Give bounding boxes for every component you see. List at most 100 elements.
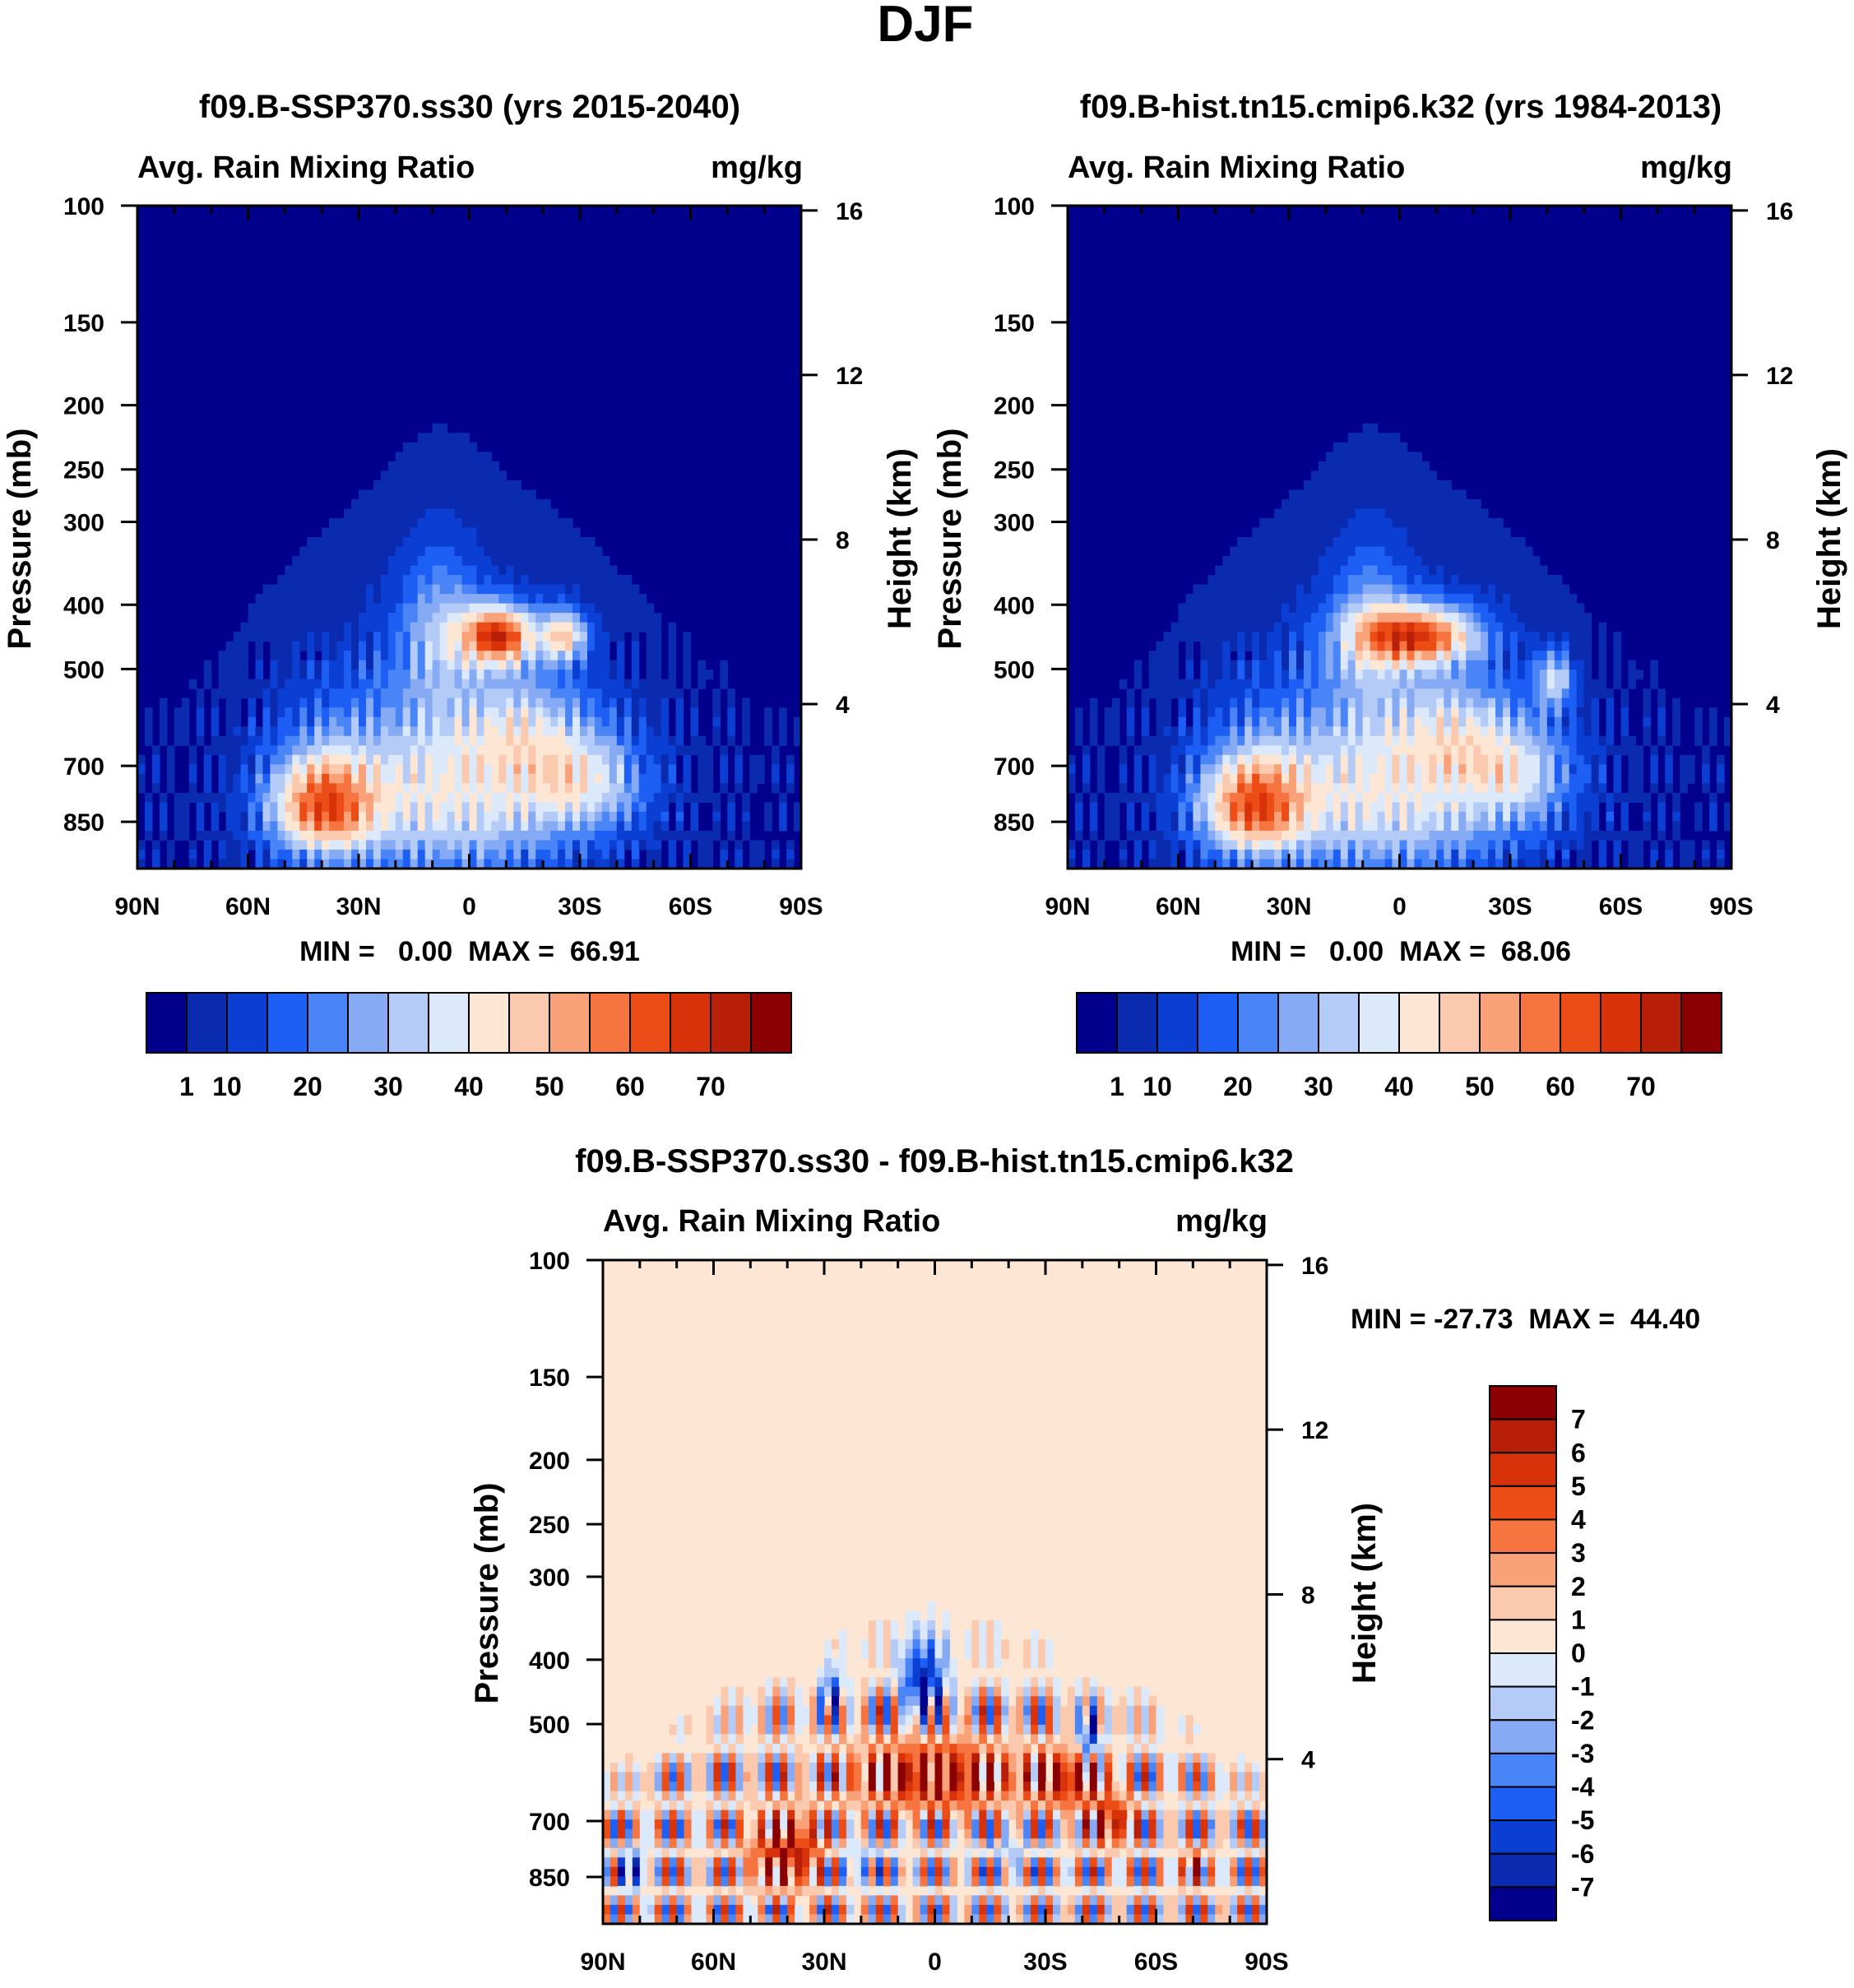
heatmap-cell xyxy=(1473,622,1481,633)
heatmap-cell xyxy=(395,840,404,850)
heatmap-cell xyxy=(1576,726,1585,737)
heatmap-cell xyxy=(727,830,735,841)
heatmap-cell xyxy=(1524,726,1533,737)
heatmap-cell xyxy=(299,745,308,756)
heatmap-cell xyxy=(1370,452,1379,462)
heatmap-cell xyxy=(1473,754,1481,765)
heatmap-cell xyxy=(344,641,352,651)
heatmap-cell xyxy=(395,773,404,784)
heatmap-cell xyxy=(1362,489,1371,500)
heatmap-cell xyxy=(439,688,448,699)
heatmap-cell xyxy=(1303,670,1312,680)
heatmap-cell xyxy=(558,613,566,623)
heatmap-cell xyxy=(299,688,308,699)
heatmap-cell xyxy=(410,688,419,699)
heatmap-cell xyxy=(469,764,478,775)
heatmap-cell xyxy=(1347,546,1356,557)
heatmap-cell xyxy=(1148,679,1157,689)
heatmap-cell xyxy=(410,670,419,680)
heatmap-cell xyxy=(1170,726,1180,737)
heatmap-cell xyxy=(1473,697,1481,708)
heatmap-cell xyxy=(1583,773,1592,784)
heatmap-cell xyxy=(344,632,352,642)
heatmap-cell xyxy=(1215,707,1223,718)
heatmap-cell xyxy=(476,688,485,699)
heatmap-cell xyxy=(344,849,352,860)
heatmap-cell xyxy=(1436,537,1444,548)
heatmap-cell xyxy=(1643,697,1651,708)
heatmap-cell xyxy=(1517,537,1526,548)
heatmap-cell xyxy=(1141,726,1150,737)
heatmap-cell xyxy=(1444,716,1452,727)
heatmap-cell xyxy=(580,622,588,633)
heatmap-cell xyxy=(365,697,374,708)
heatmap-cell xyxy=(307,754,315,765)
heatmap-cell xyxy=(1178,783,1187,794)
heatmap-cell xyxy=(1466,745,1474,756)
heatmap-cell xyxy=(491,764,499,775)
heatmap-cell xyxy=(558,537,566,548)
heatmap-cell xyxy=(432,651,441,661)
heatmap-cell xyxy=(550,556,559,567)
heatmap-cell xyxy=(498,622,507,633)
heatmap-cell xyxy=(1657,802,1666,813)
heatmap-cell xyxy=(174,716,183,727)
heatmap-cell xyxy=(1503,830,1511,841)
heatmap-cell xyxy=(417,480,426,491)
heatmap-cell xyxy=(424,603,433,614)
heatmap-cell xyxy=(1170,679,1180,689)
heatmap-cell xyxy=(1111,716,1120,727)
heatmap-cell xyxy=(144,726,153,737)
heatmap-cell xyxy=(1215,783,1223,794)
heatmap-cell xyxy=(417,632,426,642)
heatmap-cell xyxy=(1222,556,1231,567)
heatmap-cell xyxy=(1244,584,1253,595)
heatmap-cell xyxy=(1554,584,1563,595)
heatmap-cell xyxy=(432,688,441,699)
heatmap-cell xyxy=(1503,651,1511,661)
heatmap-cell xyxy=(1392,773,1401,784)
heatmap-cell xyxy=(543,641,551,651)
heatmap-cell xyxy=(1495,594,1504,605)
heatmap-cell xyxy=(1473,508,1481,519)
heatmap-cell xyxy=(580,603,588,614)
heatmap-cell xyxy=(469,679,478,689)
heatmap-cell xyxy=(594,565,603,576)
heatmap-cell xyxy=(1252,622,1260,633)
heatmap-cell xyxy=(476,745,485,756)
heatmap-cell xyxy=(646,821,655,832)
heatmap-cell xyxy=(233,670,242,680)
heatmap-cell xyxy=(1259,670,1268,680)
heatmap-cell xyxy=(1384,603,1393,614)
heatmap-cell xyxy=(1458,670,1467,680)
heatmap-cell xyxy=(329,651,337,661)
heatmap-cell xyxy=(1524,603,1533,614)
heatmap-cell xyxy=(1458,498,1467,510)
heatmap-cell xyxy=(1407,517,1416,529)
heatmap-cell xyxy=(1503,660,1511,670)
heatmap-cell xyxy=(1392,517,1401,529)
heatmap-cell xyxy=(225,764,234,775)
heatmap-cell xyxy=(365,679,374,689)
heatmap-cell xyxy=(174,707,183,718)
heatmap-cell xyxy=(1237,802,1245,813)
heatmap-cell xyxy=(1517,773,1526,784)
heatmap-cell xyxy=(1185,726,1194,737)
heatmap-cell xyxy=(1148,688,1157,699)
heatmap-cell xyxy=(558,840,566,850)
heatmap-cell xyxy=(543,498,551,510)
heatmap-cell xyxy=(307,584,315,595)
heatmap-cell xyxy=(1244,546,1253,557)
heatmap-cell xyxy=(1554,679,1563,689)
heatmap-cell xyxy=(402,859,411,869)
heatmap-cell xyxy=(1569,783,1578,794)
heatmap-cell xyxy=(395,745,404,756)
heatmap-cell xyxy=(1111,830,1120,841)
heatmap-cell xyxy=(594,811,603,823)
heatmap-cell xyxy=(1370,716,1379,727)
heatmap-cell xyxy=(594,764,603,775)
heatmap-cell xyxy=(484,707,492,718)
heatmap-cell xyxy=(1215,603,1223,614)
heatmap-cell xyxy=(166,754,175,765)
heatmap-cell xyxy=(1436,830,1444,841)
